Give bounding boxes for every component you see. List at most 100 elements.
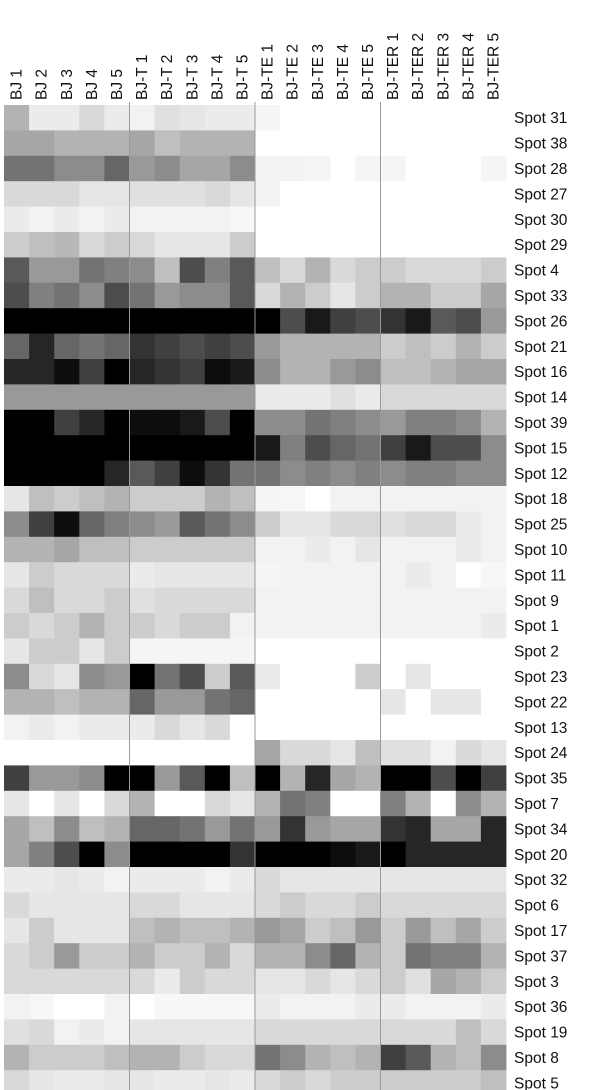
heatmap-cell xyxy=(54,181,80,207)
heatmap-cell xyxy=(204,181,231,207)
row-labels: Spot 31 Spot 38 Spot 28 Spot 27 Spot 30 Spot … xyxy=(514,110,568,1090)
column-label: BJ 5 xyxy=(109,69,126,100)
heatmap-cell xyxy=(204,816,231,842)
heatmap-cell xyxy=(154,841,181,868)
heatmap-cell xyxy=(54,867,80,893)
heatmap-cell xyxy=(380,638,406,665)
heatmap-cell xyxy=(280,409,306,436)
heatmap-cell xyxy=(280,689,306,715)
heatmap-cell xyxy=(154,714,181,741)
heatmap-cell xyxy=(154,333,181,360)
heatmap-cell xyxy=(54,460,80,487)
heatmap-cell xyxy=(455,206,482,233)
heatmap-cell xyxy=(104,409,130,436)
heatmap-cell xyxy=(255,384,281,411)
heatmap-cell xyxy=(355,714,381,741)
heatmap-cell xyxy=(330,232,356,258)
heatmap-cell xyxy=(204,968,231,995)
heatmap-cell xyxy=(280,943,306,969)
heatmap-cell xyxy=(405,613,432,639)
heatmap-cell xyxy=(79,435,105,461)
heatmap-cell xyxy=(29,536,55,563)
heatmap-cell xyxy=(430,232,457,258)
heatmap-cell xyxy=(380,536,406,563)
heatmap-cell xyxy=(79,994,105,1020)
heatmap-cell xyxy=(430,867,457,893)
row-label: Spot 18 xyxy=(514,491,567,508)
heatmap-cell xyxy=(229,384,256,411)
heatmap-cell xyxy=(480,689,507,715)
heatmap-cell xyxy=(179,892,206,919)
row-label: Spot 16 xyxy=(514,364,567,381)
column-label: BJ 4 xyxy=(84,69,101,100)
heatmap-cell xyxy=(229,994,256,1020)
heatmap-cell xyxy=(229,867,256,893)
heatmap-cell xyxy=(330,1070,356,1090)
heatmap-cell xyxy=(154,562,181,588)
heatmap-cell xyxy=(280,790,306,817)
heatmap-cell xyxy=(29,1019,55,1046)
heatmap-cell xyxy=(405,689,432,715)
heatmap-cell xyxy=(104,1044,130,1071)
heatmap-cell xyxy=(154,1070,181,1090)
heatmap-cell xyxy=(129,536,155,563)
heatmap-cell xyxy=(79,968,105,995)
heatmap-cell xyxy=(29,917,55,944)
heatmap-cell xyxy=(355,689,381,715)
heatmap-cell xyxy=(54,994,80,1020)
heatmap-cell xyxy=(29,257,55,284)
heatmap-cell xyxy=(79,587,105,614)
heatmap-cell xyxy=(380,206,406,233)
heatmap-cell xyxy=(29,155,55,182)
heatmap-cell xyxy=(79,181,105,207)
heatmap-cell xyxy=(330,257,356,284)
heatmap-cell xyxy=(405,994,432,1020)
heatmap-cell xyxy=(29,181,55,207)
heatmap-cell xyxy=(79,282,105,309)
heatmap-cell xyxy=(179,613,206,639)
heatmap-cell xyxy=(104,638,130,665)
heatmap-cell xyxy=(179,994,206,1020)
heatmap-cell xyxy=(280,740,306,766)
heatmap-cell xyxy=(204,613,231,639)
heatmap-cell xyxy=(154,486,181,512)
heatmap-cell xyxy=(204,892,231,919)
heatmap-cell xyxy=(405,409,432,436)
row-label: Spot 2 xyxy=(514,644,559,661)
heatmap-cell xyxy=(229,460,256,487)
heatmap-cell xyxy=(305,206,331,233)
heatmap-cell xyxy=(255,841,281,868)
heatmap-cell xyxy=(229,511,256,538)
heatmap-cell xyxy=(355,333,381,360)
heatmap-cell xyxy=(104,359,130,385)
heatmap-cell xyxy=(154,816,181,842)
heatmap-cell xyxy=(305,486,331,512)
heatmap-cell xyxy=(380,892,406,919)
heatmap-cell xyxy=(29,359,55,385)
heatmap-cell xyxy=(129,409,155,436)
heatmap-cell xyxy=(305,282,331,309)
heatmap-cell xyxy=(204,206,231,233)
heatmap-cell xyxy=(204,740,231,766)
row-label: Spot 31 xyxy=(514,110,567,127)
column-label: BJ-TE 5 xyxy=(360,44,377,100)
heatmap-cell xyxy=(480,790,507,817)
heatmap-cell xyxy=(255,994,281,1020)
row-label: Spot 28 xyxy=(514,161,567,178)
heatmap-cell xyxy=(179,638,206,665)
row-label: Spot 4 xyxy=(514,263,559,280)
heatmap-cell xyxy=(129,994,155,1020)
heatmap-cell xyxy=(255,511,281,538)
heatmap-cell xyxy=(280,155,306,182)
heatmap-cell xyxy=(4,435,30,461)
heatmap-cell xyxy=(79,917,105,944)
heatmap-cell xyxy=(255,257,281,284)
heatmap-cell xyxy=(355,994,381,1020)
heatmap-cell xyxy=(255,308,281,334)
heatmap-cell xyxy=(204,994,231,1020)
heatmap-cell xyxy=(104,155,130,182)
heatmap-cell xyxy=(405,536,432,563)
heatmap-cell xyxy=(430,968,457,995)
heatmap-cell xyxy=(480,740,507,766)
heatmap-cell xyxy=(280,765,306,792)
